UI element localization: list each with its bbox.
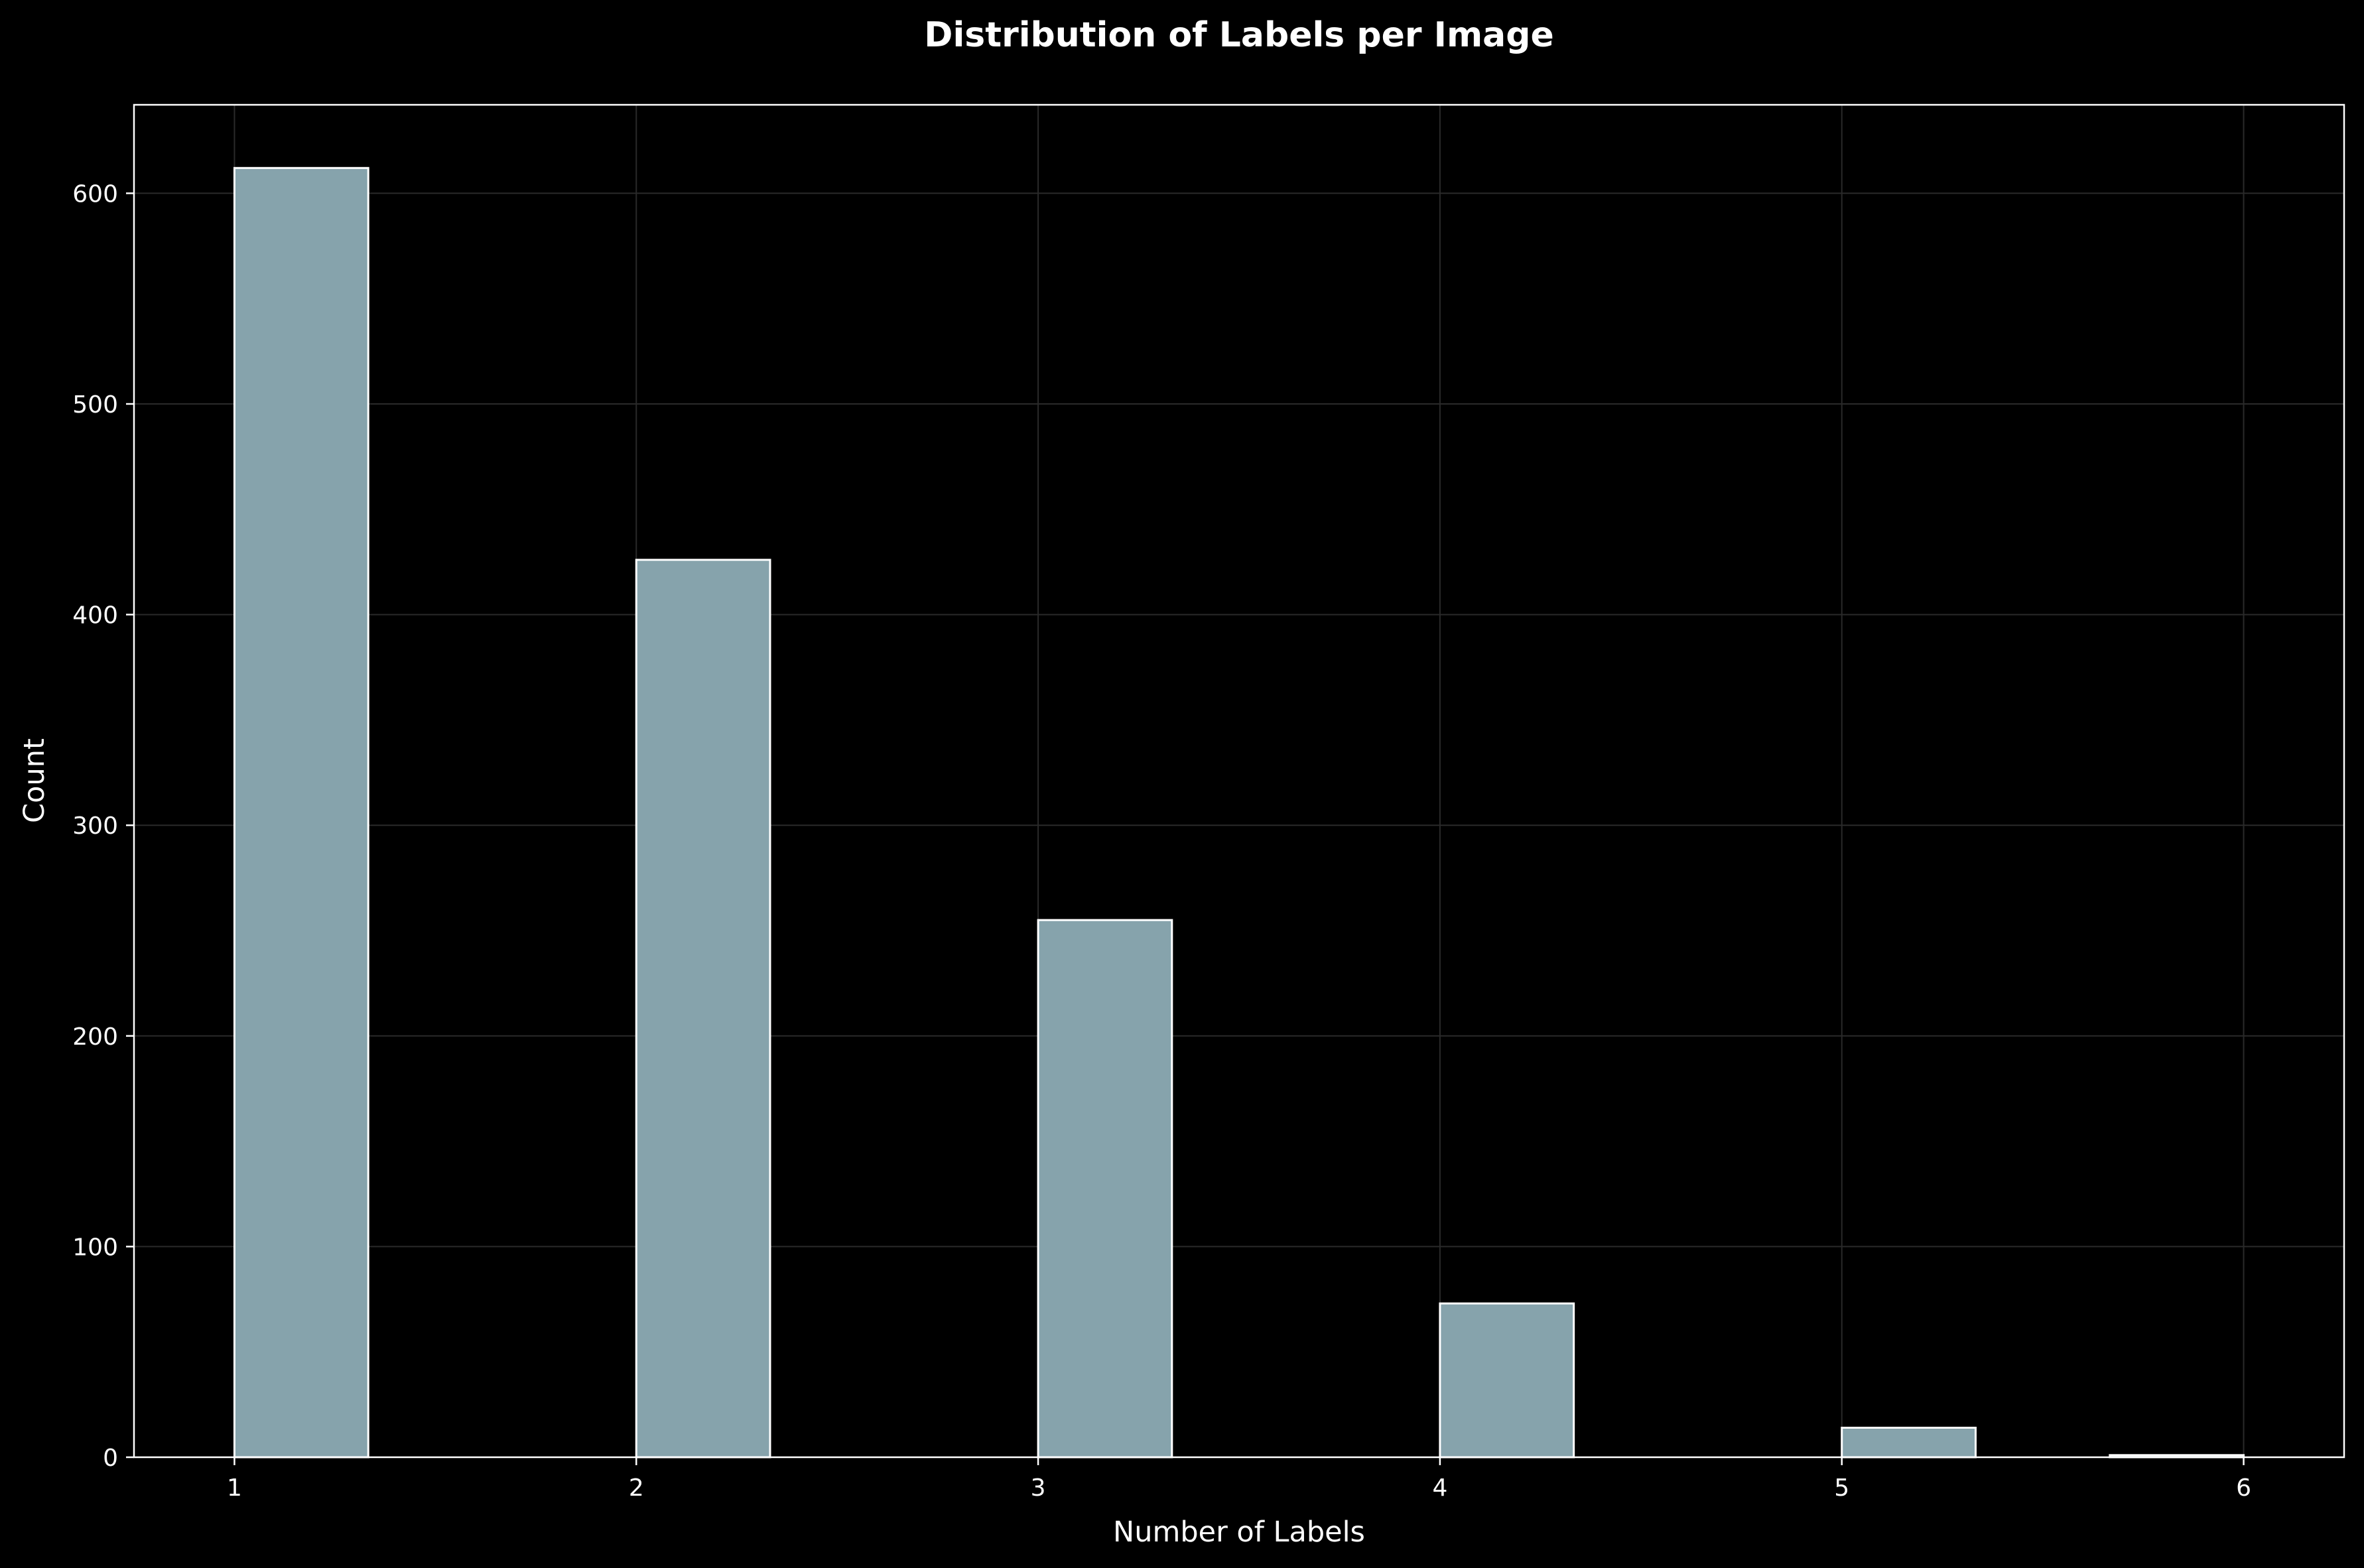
x-tick-label-4: 5	[1834, 1474, 1849, 1502]
bar-4	[1841, 1427, 1977, 1459]
y-tick-label-1: 100	[72, 1234, 118, 1261]
x-tick-label-3: 4	[1432, 1474, 1447, 1502]
bar-1	[635, 558, 771, 1459]
x-axis-label: Number of Labels	[1113, 1516, 1365, 1549]
bar-0	[233, 166, 369, 1459]
x-tick-label-0: 1	[227, 1474, 242, 1502]
y-tick-label-6: 600	[72, 180, 118, 208]
y-tick-label-4: 400	[72, 602, 118, 629]
bars	[233, 166, 2245, 1459]
bar-2	[1037, 919, 1173, 1459]
x-tick-label-1: 2	[629, 1474, 644, 1502]
y-tick-label-2: 200	[72, 1023, 118, 1051]
axis-ticks: 1 2 3 4 5 6 0 100 200 300 400 500 600	[72, 180, 2251, 1502]
y-tick-label-3: 300	[72, 813, 118, 840]
chart-title: Distribution of Labels per Image	[924, 15, 1553, 55]
bar-3	[1439, 1302, 1575, 1459]
x-tick-label-5: 6	[2236, 1474, 2251, 1502]
y-tick-label-5: 500	[72, 391, 118, 419]
y-tick-label-0: 0	[103, 1445, 118, 1472]
x-tick-label-2: 3	[1031, 1474, 1046, 1502]
y-axis-label: Count	[18, 738, 51, 823]
plot-frame	[133, 103, 2345, 1459]
